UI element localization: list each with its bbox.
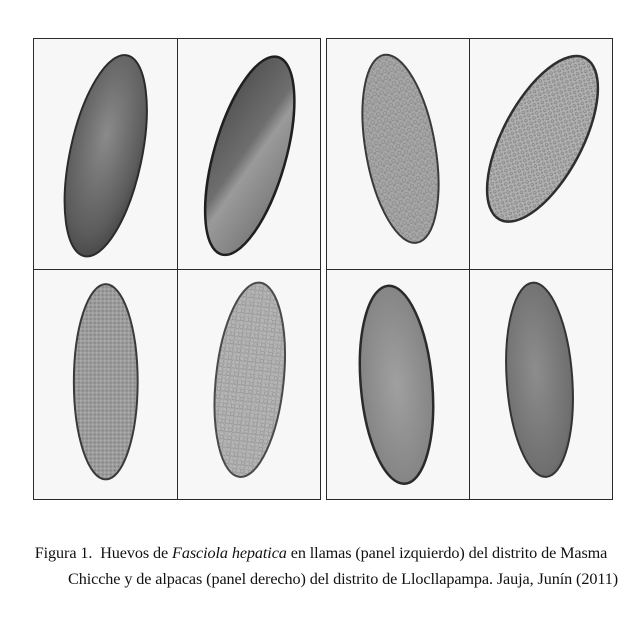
right-panel-alpacas xyxy=(326,38,613,500)
egg-image-llama-2 xyxy=(178,39,321,269)
caption-post: en llamas (panel izquierdo) del distrito… xyxy=(291,544,608,562)
egg-shape xyxy=(470,270,612,500)
egg-shape xyxy=(34,39,177,269)
caption-pre: Huevos de xyxy=(100,544,168,562)
egg-image-llama-3 xyxy=(34,270,177,500)
egg-shape xyxy=(178,39,321,269)
egg-image-alpaca-1 xyxy=(327,39,469,269)
egg-image-alpaca-4 xyxy=(470,270,612,500)
egg-shape xyxy=(34,270,177,500)
egg-image-alpaca-2 xyxy=(470,39,612,269)
egg-shape xyxy=(178,270,321,500)
egg-shape xyxy=(327,39,469,269)
egg-image-alpaca-3 xyxy=(327,270,469,500)
egg-image-llama-4 xyxy=(178,270,321,500)
caption-species: Fasciola hepatica xyxy=(172,544,287,562)
egg-shape xyxy=(327,270,469,500)
egg-image-llama-1 xyxy=(34,39,177,269)
figure-caption: Figura 1. Huevos de Fasciola hepatica en… xyxy=(12,540,630,592)
caption-line-1: Figura 1. Huevos de Fasciola hepatica en… xyxy=(12,540,630,566)
caption-label: Figura 1. xyxy=(35,544,93,562)
caption-line-2: Chicche y de alpacas (panel derecho) del… xyxy=(12,566,630,592)
egg-shape xyxy=(470,39,612,269)
left-panel-llamas xyxy=(33,38,321,500)
